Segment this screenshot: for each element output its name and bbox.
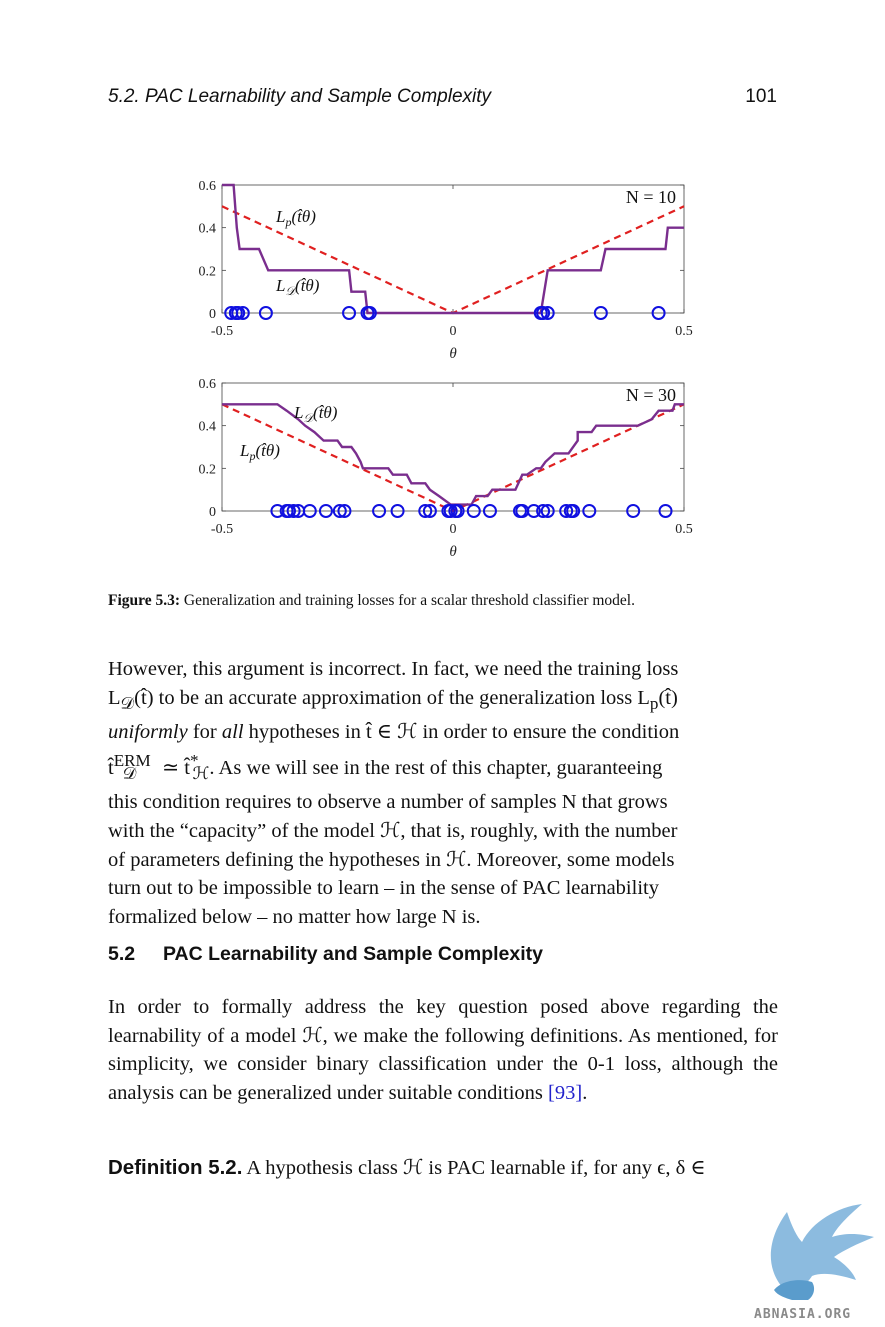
x-tick-label: 0 [450,522,457,537]
definition-label: Definition 5.2. [108,1156,243,1179]
sample-point [540,306,555,320]
x-tick-label: 0.5 [675,324,693,339]
y-tick-label: 0.4 [199,222,217,237]
p1-line-5: this condition requires to observe a num… [108,791,668,814]
citation-link[interactable]: [93] [548,1081,583,1104]
y-tick-label: 0.2 [199,264,217,279]
y-tick-label: 0.6 [199,377,217,392]
paragraph-2: In order to formally address the key que… [108,993,778,1107]
curve-label: L𝒟(t̂θ) [293,403,338,425]
sample-point [337,504,352,518]
sample-point [593,306,608,320]
paragraph-1: However, this argument is incorrect. In … [108,655,778,931]
p1-line-8: turn out to be impossible to learn – in … [108,877,659,900]
panel-annotation: N = 30 [626,385,676,405]
sample-point [658,504,673,518]
sample-point [302,504,317,518]
x-tick-label: 0.5 [675,522,693,537]
griffin-wing-shape [770,1204,874,1288]
sample-point [362,306,377,320]
chart-panel-1: 0 0.2 0.4 0.6 -0.5 0 0.5 θ N = 10 Lp(t̂θ) L𝒟(t̂θ) [199,179,693,362]
axes-frame [221,382,685,512]
sample-point [482,504,497,518]
sample-point [390,504,405,518]
figure-5-3: 00.20.40.6-0.5 0 0.5θN = 10Lp(t̂θ)L𝒟(t̂θ)0… [199,179,693,560]
chart-panel-2: 0 0.2 0.4 0.6 -0.5 0 0.5 θ N = 30 L𝒟(t̂θ) Lp(t̂θ) [199,377,693,560]
x-tick-label: -0.5 [211,324,233,339]
y-tick-label: 0 [209,505,216,520]
caption-text: Generalization and training losses for a… [183,592,635,609]
series-line-training-loss [222,403,684,506]
watermark-text: ABNASIA.ORG [754,1307,851,1322]
sample-point [231,306,246,320]
section-number: 5.2 [108,943,136,965]
x-axis-label: θ [449,346,457,362]
curve-label: Lp(t̂θ) [275,207,316,229]
p1-line-2: L𝒟(t̂) to be an accurate approximation o… [108,686,678,713]
p2-end: . [582,1081,588,1104]
p1-line-3: uniformly for all hypotheses in t̂ ∈ ℋ i… [108,721,680,744]
sample-point [651,306,666,320]
running-header: 5.2. PAC Learnability and Sample Complex… [108,86,492,107]
sample-point [281,504,296,518]
sample-point [540,504,555,518]
section-title: PAC Learnability and Sample Complexity [163,943,543,965]
watermark-logo: ABNASIA.ORG [754,1204,874,1322]
panel-annotation: N = 10 [626,187,676,207]
p1-line-4: t̂ERM𝒟 ≃ t̂*ℋ. As we will see in the res… [108,750,663,783]
sample-point [559,504,574,518]
griffin-body-shape [774,1280,815,1300]
page-number: 101 [745,86,777,107]
caption-label: Figure 5.3: [108,592,181,609]
y-tick-label: 0.4 [199,420,217,435]
sample-point [422,504,437,518]
figure-caption: Figure 5.3: Generalization and training … [108,592,778,610]
sample-point [566,504,581,518]
sample-point [258,306,273,320]
y-tick-label: 0 [209,307,216,322]
sample-point [536,306,551,320]
sample-point [536,504,551,518]
sample-point [466,504,481,518]
sample-point [318,504,333,518]
sample-point [450,504,465,518]
x-tick-label: 0 [450,324,457,339]
sample-point [372,504,387,518]
sample-point [418,504,433,518]
y-tick-label: 0.2 [199,462,217,477]
sample-point [626,504,641,518]
x-tick-label: -0.5 [211,522,233,537]
sample-point [332,504,347,518]
y-tick-label: 0.6 [199,179,217,194]
curve-label: Lp(t̂θ) [239,441,280,463]
sample-point [526,504,541,518]
section-heading: 5.2 PAC Learnability and Sample Complexit… [108,943,543,966]
p1-line-6: with the “capacity” of the model ℋ, that… [108,819,678,842]
series-line-training-loss [222,183,684,315]
definition-5-2: Definition 5.2. A hypothesis class ℋ is … [108,1154,778,1183]
sample-point [286,504,301,518]
curve-label: L𝒟(t̂θ) [275,276,320,298]
series-line-generalization-loss [221,403,685,513]
definition-text: A hypothesis class ℋ is PAC learnable if… [246,1157,706,1179]
sample-point [443,504,458,518]
sample-point [342,306,357,320]
p1-line-7: of parameters defining the hypotheses in… [108,848,675,871]
sample-point [582,504,597,518]
p2-text: In order to formally address the key que… [108,996,778,1104]
sample-point [235,306,250,320]
x-axis-label: θ [449,544,457,560]
p1-line-9: formalized below – no matter how large N… [108,905,481,928]
p1-line-1: However, this argument is incorrect. In … [108,658,679,680]
